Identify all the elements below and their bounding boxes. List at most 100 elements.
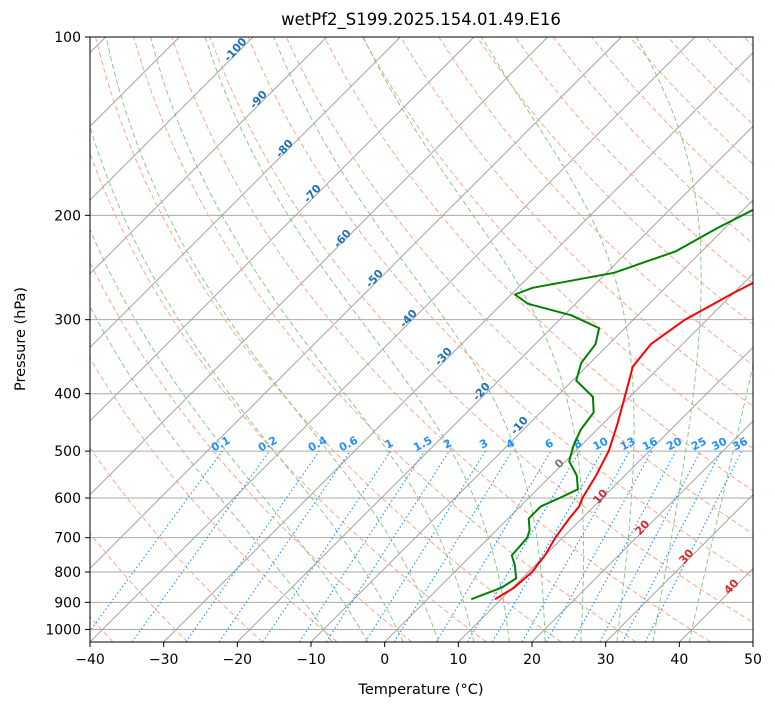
moist-adiabat-line <box>105 37 440 642</box>
dry-adiabat-line <box>400 37 753 407</box>
plot-frame <box>89 36 754 643</box>
x-tick-label: 40 <box>670 652 688 668</box>
mixing-ratio-label: 2 <box>441 436 454 451</box>
moist-adiabat-label: 30 <box>676 546 696 566</box>
moist-adiabat-line <box>688 363 753 642</box>
mixing-ratio-line <box>545 450 653 642</box>
y-tick-label: 100 <box>54 30 81 46</box>
moist-adiabat-line <box>273 37 546 642</box>
x-tick-label: 30 <box>597 652 615 668</box>
mixing-ratio-line <box>364 450 486 642</box>
y-tick-label: 500 <box>54 444 81 460</box>
mixing-ratio-line <box>393 450 513 642</box>
x-tick-label: −40 <box>75 652 105 668</box>
isotherm-line <box>531 420 753 642</box>
isotherm-line <box>237 125 753 642</box>
mixing-ratio-line <box>218 450 351 642</box>
axes-layer: −40 −30 −20 −10 0 10 20 30 40 5010009008007006005… <box>45 30 762 668</box>
moist-adiabat-line <box>90 228 369 642</box>
moist-adiabat-line <box>481 37 635 642</box>
mixing-ratio-line <box>435 450 552 642</box>
moist-adiabat-line <box>362 37 585 642</box>
mixing-ratio-label: 1 <box>383 436 396 451</box>
dry-adiabat-line <box>209 37 753 623</box>
mixing-ratio-label: 10 <box>591 434 611 453</box>
dry-adiabat-line <box>743 37 753 47</box>
temperature-profile-line <box>494 281 753 600</box>
x-tick-label: 0 <box>380 652 389 668</box>
isotherm-line <box>90 37 622 569</box>
dry-adiabat-line <box>705 37 753 86</box>
dry-adiabat-label: -80 <box>273 137 296 161</box>
x-tick-label: −20 <box>223 652 253 668</box>
mixing-ratio-line <box>621 450 722 642</box>
mixing-ratio-line <box>572 450 677 642</box>
dry-adiabat-label: -10 <box>508 414 531 438</box>
background-lines-layer <box>90 37 753 642</box>
moist-adiabat-line <box>636 37 702 642</box>
mixing-ratio-label: 3 <box>477 436 490 451</box>
dry-adiabat-label: -70 <box>301 182 324 206</box>
dry-adiabat-line <box>95 37 562 642</box>
chart-title: wetPf2_S199.2025.154.01.49.E16 <box>281 10 561 30</box>
isotherm-line <box>90 37 401 348</box>
dry-adiabat-label: -100 <box>221 35 249 64</box>
x-tick-label: 10 <box>449 652 467 668</box>
dry-adiabat-line <box>90 532 189 642</box>
dry-adiabat-label: -90 <box>247 88 270 112</box>
dry-adiabat-line <box>514 37 753 285</box>
y-tick-label: 900 <box>54 595 81 611</box>
mixing-ratio-line <box>90 450 223 632</box>
profile-series-layer <box>471 208 753 600</box>
dry-adiabat-label: -30 <box>432 345 455 369</box>
dry-adiabat-line <box>362 37 753 449</box>
y-tick-label: 300 <box>54 313 81 329</box>
mixing-ratio-line <box>185 450 320 642</box>
moist-adiabat-line <box>90 125 404 642</box>
mixing-ratio-line <box>262 450 392 642</box>
y-tick-label: 1000 <box>45 622 81 638</box>
isotherm-line <box>90 37 696 642</box>
line-labels-layer: 0.1 0.2 0.4 0.6 1 1.5 2 3 4 6 8 10 13 16 20 25 30 36-100-… <box>209 35 750 597</box>
y-tick-label: 800 <box>54 565 81 581</box>
dewpoint-profile-line <box>471 208 753 600</box>
mixing-ratio-label: 30 <box>710 435 730 454</box>
isotherm-line <box>310 199 753 642</box>
isotherm-line <box>605 494 753 642</box>
y-tick-label: 600 <box>54 491 81 507</box>
dry-adiabat-line <box>90 152 487 642</box>
mixing-ratio-label: 13 <box>618 435 638 454</box>
dry-adiabat-line <box>171 37 711 642</box>
dry-adiabat-line <box>552 37 753 245</box>
dry-adiabat-line <box>133 37 637 642</box>
dry-adiabat-line <box>324 37 753 492</box>
isotherm-line <box>90 37 475 422</box>
mixing-ratio-line <box>298 450 425 642</box>
mixing-ratio-line <box>491 450 603 642</box>
dry-adiabat-label: -50 <box>363 267 386 291</box>
dry-adiabat-line <box>90 357 338 642</box>
mixing-ratio-label: 6 <box>543 436 556 451</box>
dry-adiabat-line <box>90 261 413 642</box>
isotherm-line <box>679 567 753 642</box>
mixing-ratio-label: 20 <box>664 434 684 453</box>
moist-adiabat-label: 20 <box>632 517 652 537</box>
moist-adiabat-label: 10 <box>590 486 610 506</box>
x-tick-label: 50 <box>744 652 762 668</box>
dry-adiabat-label: -20 <box>470 380 493 404</box>
mixing-ratio-label: 25 <box>689 435 709 454</box>
isotherm-line <box>90 37 548 496</box>
moist-adiabat-label: 0 <box>552 456 567 471</box>
dry-adiabat-line <box>476 37 753 325</box>
isotherm-line <box>458 346 753 642</box>
moist-adiabat-line <box>204 37 510 642</box>
x-tick-label: 20 <box>523 652 541 668</box>
x-axis-title: Temperature (°C) <box>357 682 483 698</box>
mixing-ratio-label: 16 <box>640 435 660 454</box>
y-tick-label: 700 <box>54 531 81 547</box>
isotherm-line <box>90 37 327 275</box>
dry-adiabat-label: -40 <box>397 307 420 331</box>
mixing-ratio-label: 36 <box>730 435 750 454</box>
